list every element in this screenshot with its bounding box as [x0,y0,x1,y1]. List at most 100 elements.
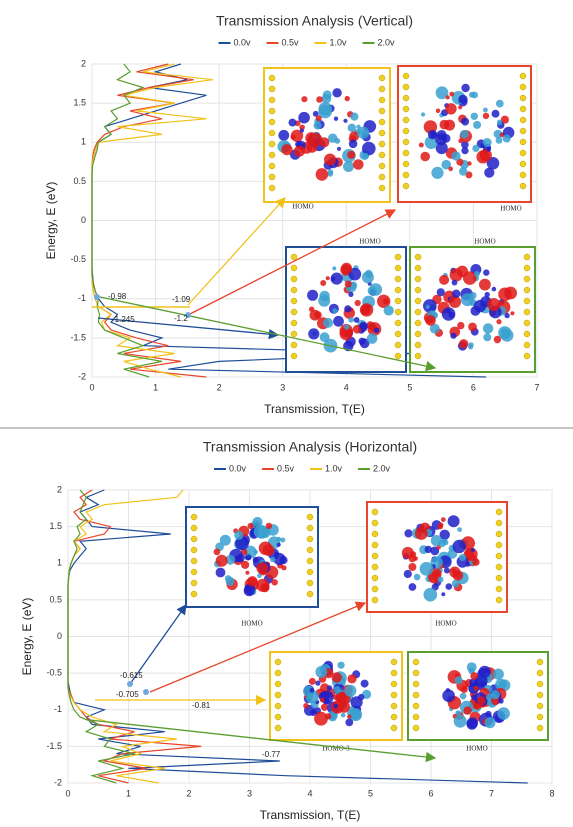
atom [459,339,469,349]
gold-atom [268,129,276,137]
atom [312,110,319,117]
gold-atom [519,72,527,80]
atom [468,344,474,350]
legend-label: 0.5v [282,37,300,47]
annotation: -1.09 [172,295,191,304]
gold-atom [414,341,422,349]
atom [403,569,412,579]
gold-atom [306,513,314,521]
y-tick-label: 2 [81,58,86,68]
atom [299,124,305,131]
gold-atom [378,151,386,159]
atom [344,95,350,102]
atom [438,522,444,528]
gold-atom [412,669,420,677]
panel-label: HOMO [359,238,380,246]
atom [337,661,345,669]
atom [413,573,421,581]
atom [448,166,454,172]
atom [362,152,369,160]
gold-atom [402,182,410,190]
arrow [149,601,367,693]
atom [451,151,461,161]
gold-atom [536,713,544,721]
atom [348,291,354,297]
gold-atom [390,658,398,666]
atom [490,690,500,700]
atom [215,554,228,567]
gold-atom [519,182,527,190]
atom [257,573,262,578]
gold-atom [378,85,386,93]
gold-atom [268,85,276,93]
atom [315,680,321,686]
atom [241,560,250,570]
atom [343,118,348,123]
atom [270,556,276,563]
gold-atom [290,286,298,294]
gold-atom [306,524,314,532]
atom [339,327,353,341]
atom [429,323,440,334]
atom [498,698,504,704]
gold-atom [390,713,398,721]
atom [401,546,414,559]
atom [451,579,460,588]
gold-atom [290,352,298,360]
atom [303,703,309,709]
molecule-panel [263,67,391,203]
x-tick-label: 8 [549,788,554,798]
atom [215,567,226,578]
atom [474,271,480,277]
atom [420,151,431,162]
atom [430,546,440,556]
atom [491,286,497,292]
atom [350,696,363,709]
gold-atom [414,308,422,316]
gold-atom [290,264,298,272]
atom [458,105,463,110]
atom [482,323,494,334]
gold-atom [378,140,386,148]
atom [360,679,369,688]
atom [452,289,461,298]
atom [483,269,490,276]
atom [343,161,354,172]
atom [473,120,482,129]
gold-atom [274,691,282,699]
y-tick-label: 1 [81,137,86,147]
atom [313,121,322,130]
atom [486,146,491,152]
panel-label: HOMO-3 [322,745,350,753]
atom [320,280,327,286]
atom [349,131,360,142]
atom [281,565,287,571]
gold-atom [268,140,276,148]
gold-atom [290,330,298,338]
atom [466,718,478,730]
y-tick-label: -2 [78,371,86,381]
atom [439,274,450,285]
atom [319,332,330,343]
atom [404,529,413,538]
atom [256,562,269,575]
gold-atom [414,297,422,305]
y-tick-label: -1 [54,704,62,714]
series-line [91,63,163,378]
gold-atom [495,585,503,593]
gold-atom [519,83,527,91]
atom [332,308,338,314]
atom [471,694,477,701]
gold-atom [523,297,531,305]
atom [467,161,472,166]
atom [306,142,318,153]
gold-atom [402,105,410,113]
atom [470,672,479,680]
atom [308,328,320,340]
atom [319,697,325,703]
gold-atom [190,524,198,532]
atom [439,119,450,130]
atom [350,112,359,121]
atom [441,159,452,170]
gold-atom [378,118,386,126]
